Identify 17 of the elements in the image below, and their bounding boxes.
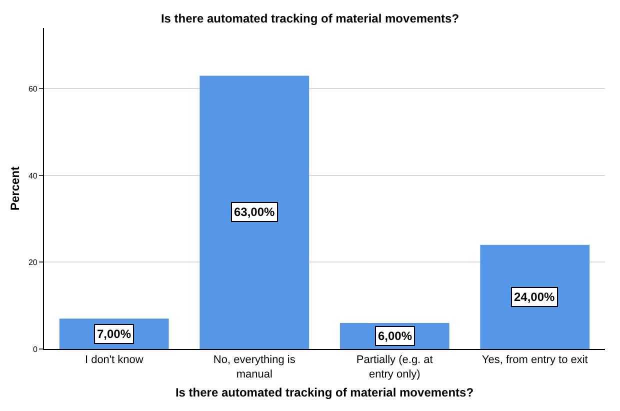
- data-label: 7,00%: [97, 327, 132, 341]
- y-tick-label: 0: [32, 344, 38, 354]
- x-tick-label: I don't know: [84, 354, 144, 366]
- x-tick-label: No, everything is manual: [213, 354, 296, 380]
- x-tick-label: Yes, from entry to exit: [482, 354, 588, 366]
- y-axis-title: Percent: [8, 166, 22, 211]
- y-tick-label: 60: [28, 84, 38, 94]
- y-tick-label: 40: [28, 171, 38, 180]
- data-label: 63,00%: [234, 205, 276, 219]
- x-tick-label: Partially (e.g. at entry only): [356, 354, 433, 380]
- chart-title: Is there automated tracking of material movements?: [160, 11, 460, 26]
- data-label: 24,00%: [514, 290, 556, 304]
- bar: [480, 244, 590, 349]
- bar: [200, 76, 310, 349]
- data-label: 6,00%: [378, 329, 412, 343]
- x-axis-title: Is there automated tracking of material movements?: [175, 385, 474, 400]
- y-tick-label: 20: [28, 258, 38, 268]
